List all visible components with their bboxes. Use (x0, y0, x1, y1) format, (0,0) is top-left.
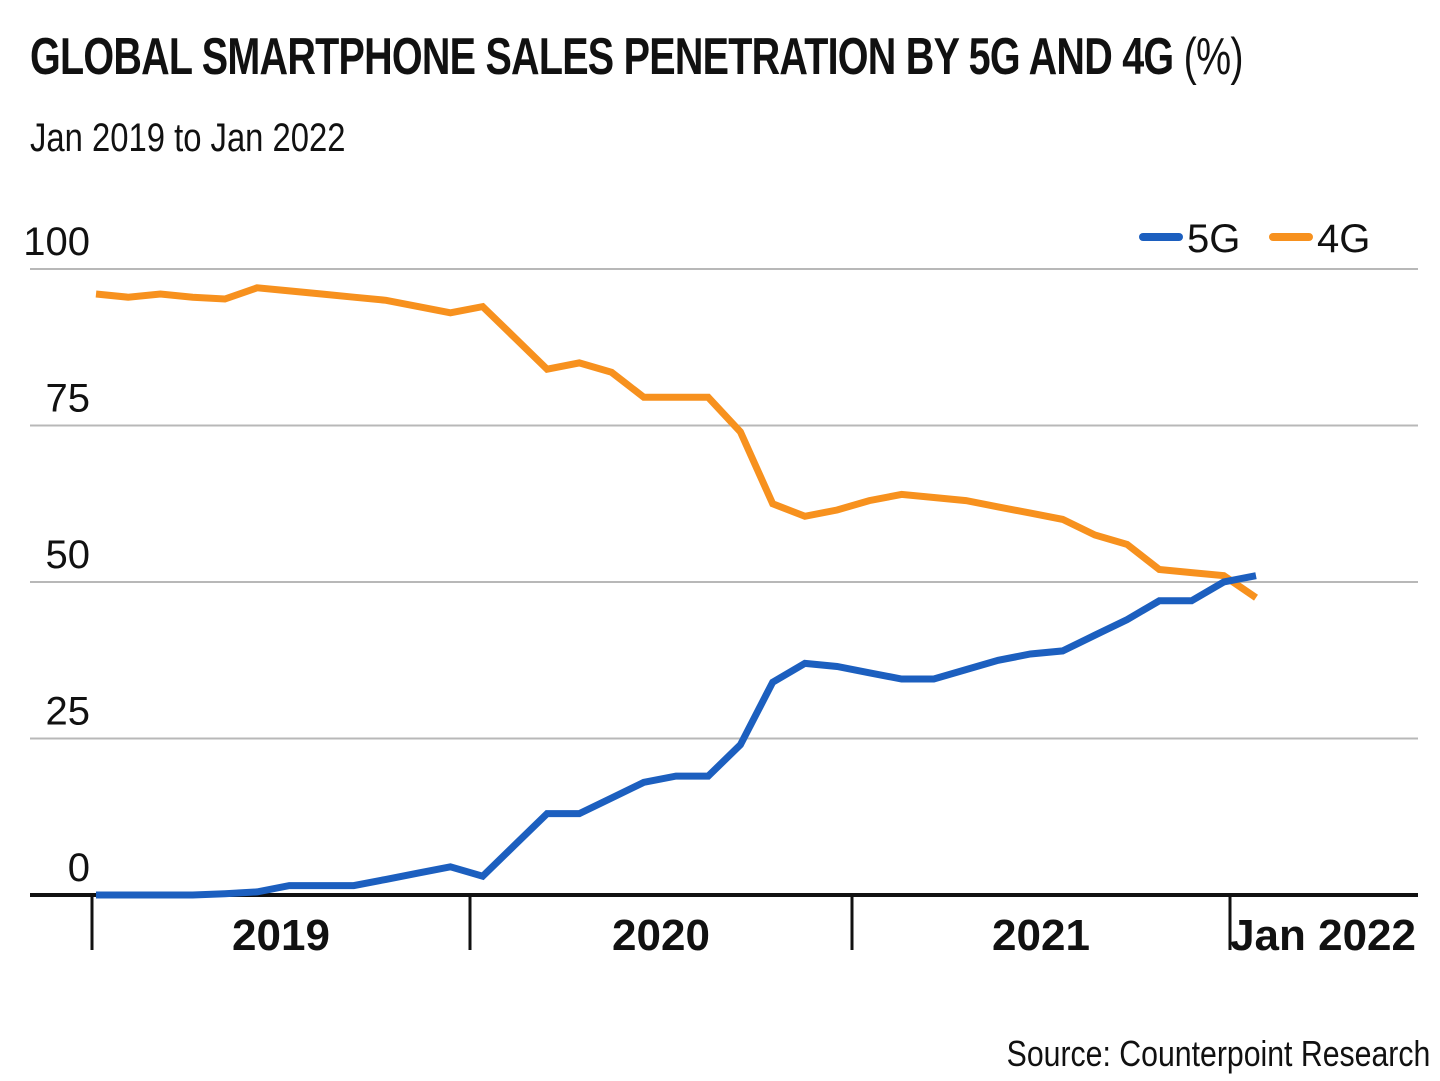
y-tick-label: 100 (23, 220, 90, 264)
x-tick-label: Jan 2022 (1230, 911, 1416, 960)
chart-title-text: GLOBAL SMARTPHONE SALES PENETRATION BY 5… (30, 28, 1174, 86)
gridlines (30, 268, 1418, 740)
x-tick-label: 2019 (232, 911, 330, 960)
y-tick-label: 50 (46, 533, 91, 577)
series-lines (95, 284, 1258, 899)
y-tick-label: 25 (46, 690, 91, 734)
chart-subtitle: Jan 2019 to Jan 2022 (30, 116, 346, 160)
chart-title: GLOBAL SMARTPHONE SALES PENETRATION BY 5… (30, 22, 1244, 92)
legend-label-5g: 5G (1187, 217, 1240, 261)
chart-title-unit: (%) (1183, 28, 1244, 86)
x-axis: 2019 2020 2021 Jan 2022 (30, 893, 1418, 960)
x-tick-label: 2020 (612, 911, 710, 960)
series-line-5g (96, 572, 1257, 899)
chart-legend: 5G 4G (1139, 217, 1370, 261)
y-tick-label: 0 (68, 846, 90, 890)
series-line-4g (95, 284, 1258, 601)
y-axis-ticks: 0 25 50 75 100 (23, 220, 90, 890)
legend-label-4g: 4G (1317, 217, 1370, 261)
y-tick-label: 75 (46, 377, 91, 421)
x-tick-label: 2021 (992, 911, 1090, 960)
source-note: Source: Counterpoint Research (1006, 1033, 1430, 1074)
